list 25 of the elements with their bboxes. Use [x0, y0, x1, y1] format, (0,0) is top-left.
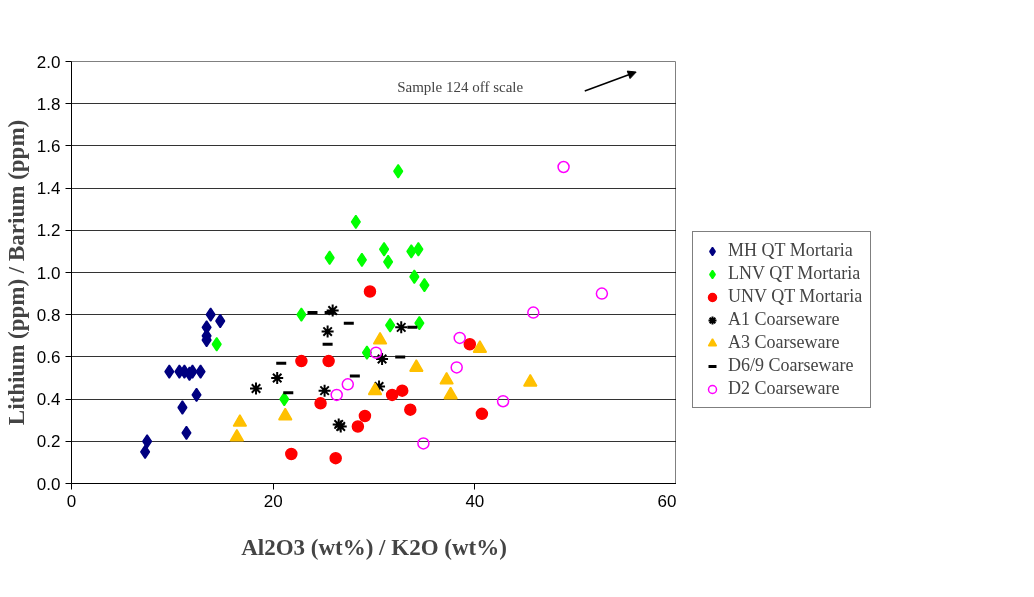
y-tick-label: 2.0 — [36, 52, 61, 72]
legend-label: D2 Coarseware — [728, 378, 840, 399]
legend-label: MH QT Mortaria — [728, 240, 853, 261]
x-tick-label: 0 — [66, 491, 77, 511]
y-tick-label: 1.6 — [36, 136, 61, 156]
y-tick-label: 1.0 — [36, 263, 61, 283]
legend-label: D6/9 Coarseware — [728, 355, 854, 376]
y-tick-label: 0.0 — [36, 474, 61, 494]
y-tick-label: 1.8 — [36, 94, 61, 114]
x-tick-label: 20 — [263, 491, 283, 511]
legend-label: A1 Coarseware — [728, 309, 840, 330]
y-tick-label: 0.8 — [36, 305, 61, 325]
y-tick-label: 0.4 — [36, 390, 61, 410]
x-tick-label: 40 — [465, 491, 485, 511]
annotation: Sample 124 off scale — [397, 79, 524, 96]
y-tick-label: 0.6 — [36, 347, 61, 367]
legend-label: A3 Coarseware — [728, 332, 840, 353]
legend-label: LNV QT Mortaria — [728, 263, 861, 284]
y-tick-label: 1.2 — [36, 221, 61, 241]
y-tick-label: 0.2 — [36, 432, 61, 452]
y-tick-label: 1.4 — [36, 179, 61, 199]
x-axis-title: Al2O3 (wt%) / K2O (wt%) — [241, 534, 507, 560]
legend-label: UNV QT Mortaria — [728, 286, 863, 307]
y-axis-title: Lithium (ppm) / Barium (ppm) — [3, 119, 29, 426]
x-tick-label: 60 — [657, 491, 677, 511]
